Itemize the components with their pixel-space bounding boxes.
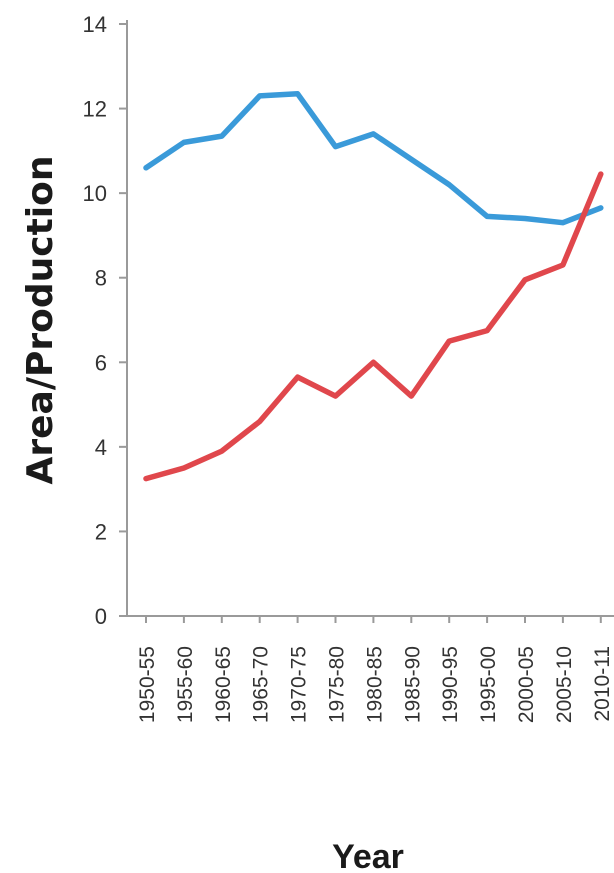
x-tick-label: 2005-10 [553,646,576,723]
x-tick-label: 1995-00 [477,646,500,723]
y-tick-label: 6 [95,350,107,375]
x-tick-label: 1990-95 [439,646,462,723]
y-tick-label: 14 [83,12,107,37]
y-tick-label: 12 [83,97,107,122]
y-tick-label: 8 [95,266,107,291]
x-axis-title: Year [332,838,404,873]
x-tick-label: 1960-65 [212,646,235,723]
x-tick-label: 1975-80 [326,646,349,723]
y-tick-label: 10 [83,181,107,206]
axes: 0 2 4 6 8 10 12 14 1950-55 1955-60 1960-65 1965-70… [83,12,614,723]
x-tick-label: 1980-85 [363,646,386,723]
x-tick-label: 1955-60 [174,646,197,723]
x-tick-label: 1985-90 [401,646,424,723]
x-axis-ticks: 1950-55 1955-60 1960-65 1965-70 1970-75 1975-… [136,616,614,723]
x-tick-label: 2010-11 [591,646,614,722]
x-tick-label: 2000-05 [515,646,538,723]
x-tick-label: 1965-70 [250,646,273,723]
y-axis-title: Area/Production [20,156,61,485]
y-tick-label: 0 [95,604,107,629]
y-tick-label: 2 [95,519,107,544]
series-lines [143,91,604,482]
y-axis-ticks: 0 2 4 6 8 10 12 14 [83,12,127,629]
x-tick-label: 1950-55 [136,646,159,723]
series-line-1 [143,91,604,226]
series-line-2 [143,171,604,482]
y-tick-label: 4 [95,435,107,460]
x-tick-label: 1970-75 [288,646,311,723]
